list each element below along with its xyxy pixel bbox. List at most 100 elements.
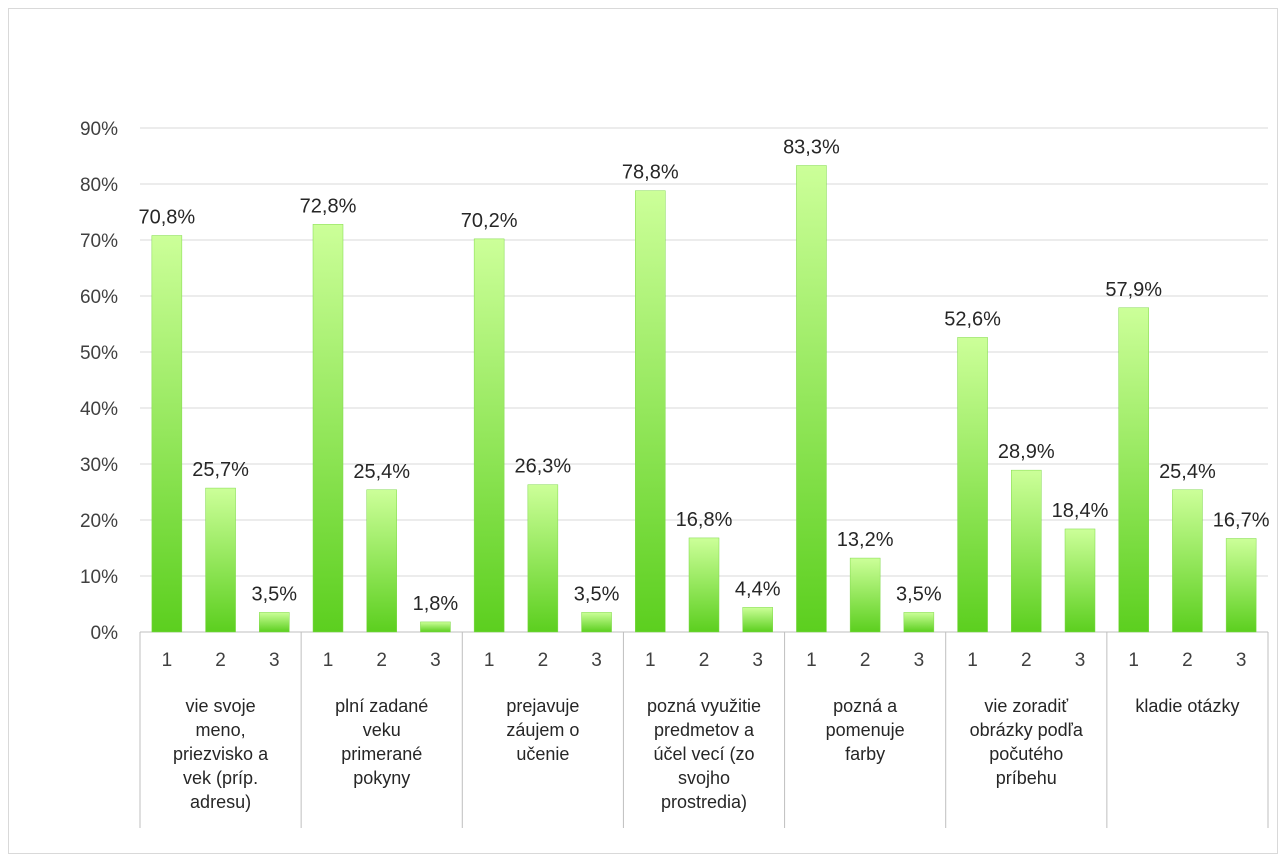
data-label: 28,9%	[998, 441, 1055, 463]
x-subcategory-label: 1	[806, 650, 817, 671]
data-label: 1,8%	[413, 593, 459, 615]
bar	[1064, 528, 1096, 633]
x-category-label-line: prejavuje	[506, 696, 579, 716]
x-category-label-line: vie zoradiť	[984, 696, 1068, 716]
x-subcategory-label: 3	[591, 650, 602, 671]
x-subcategory-label: 2	[699, 650, 710, 671]
x-category-label-line: učenie	[516, 744, 569, 764]
bar	[420, 621, 451, 633]
data-label: 3,5%	[574, 583, 620, 605]
x-category-label-line: pozná a	[833, 696, 898, 716]
bar	[1225, 538, 1257, 633]
data-label: 13,2%	[837, 529, 894, 551]
x-subcategory-label: 2	[215, 650, 226, 671]
data-label: 3,5%	[896, 583, 942, 605]
x-category-label-line: účel vecí (zo	[653, 744, 754, 764]
x-category-label: kladie otázky	[1135, 696, 1239, 716]
bar	[849, 557, 881, 633]
data-labels: 70,8% 25,7% 3,5% 72,8% 25,4% 1,8% 70,2% 26,3% 3,…	[138, 137, 1269, 615]
x-category-label-line: príbehu	[996, 768, 1057, 788]
x-subcategory-label: 1	[323, 650, 334, 671]
x-subcategory-label: 3	[269, 650, 280, 671]
x-category-label-line: svojho	[678, 768, 730, 788]
data-label: 78,8%	[622, 162, 679, 184]
bar	[581, 612, 612, 633]
data-label: 70,2%	[461, 210, 518, 232]
bar	[796, 165, 827, 633]
bar	[957, 337, 988, 633]
x-category-label-line: pozná využitie	[647, 696, 761, 716]
x-subcategory-label: 3	[430, 650, 441, 671]
bar	[312, 224, 344, 633]
x-subcategory-label: 2	[538, 650, 549, 671]
x-category-label-line: kladie otázky	[1135, 696, 1239, 716]
x-subcategory-label: 2	[376, 650, 387, 671]
bar	[1118, 307, 1149, 633]
x-category-label: vie svoje meno, priezvisko a vek (príp. adre…	[173, 696, 269, 812]
bar	[527, 484, 559, 633]
x-category-label: vie zoradiť obrázky podľa počutého príbehu	[970, 696, 1084, 788]
bars	[151, 165, 1257, 633]
data-label: 57,9%	[1105, 279, 1162, 301]
x-category-label-line: veku	[363, 720, 401, 740]
y-tick-label: 0%	[91, 623, 119, 644]
data-label: 25,4%	[1159, 461, 1216, 483]
data-label: 18,4%	[1052, 500, 1109, 522]
bar	[1011, 469, 1042, 633]
bar	[635, 190, 666, 633]
x-subcategory-label: 1	[967, 650, 978, 671]
y-tick-label: 90%	[80, 119, 118, 140]
x-subcategory-label: 1	[645, 650, 656, 671]
y-tick-label: 70%	[80, 231, 118, 252]
y-tick-label: 20%	[80, 511, 118, 532]
bar	[259, 612, 290, 633]
bar	[903, 612, 935, 633]
x-category-label-line: predmetov a	[654, 720, 755, 740]
data-label: 70,8%	[138, 207, 195, 229]
y-tick-label: 50%	[80, 343, 118, 364]
x-subcategory-label: 3	[752, 650, 763, 671]
x-category-label: plní zadané veku primerané pokyny	[335, 696, 428, 788]
x-category-label-line: farby	[845, 744, 885, 764]
x-category-label-line: vek (príp.	[183, 768, 258, 788]
x-category-label-line: adresu)	[190, 792, 251, 812]
x-subcategory-label: 2	[1021, 650, 1032, 671]
bar	[151, 235, 183, 633]
x-category-label: pozná a pomenuje farby	[826, 696, 905, 764]
data-label: 25,4%	[353, 461, 410, 483]
x-subcategory-label: 2	[1182, 650, 1193, 671]
data-label: 16,8%	[676, 509, 733, 531]
data-label: 72,8%	[300, 195, 357, 217]
x-category-label: prejavuje záujem o učenie	[506, 696, 579, 764]
x-subcategory-label: 3	[1236, 650, 1247, 671]
x-category-label-line: priezvisko a	[173, 744, 269, 764]
bar	[473, 238, 505, 633]
data-label: 3,5%	[251, 583, 297, 605]
bar	[1172, 489, 1203, 633]
x-category-label-line: plní zadané	[335, 696, 428, 716]
x-category-label-line: pomenuje	[826, 720, 905, 740]
x-category-label-line: počutého	[989, 744, 1063, 764]
x-category-label-line: prostredia)	[661, 792, 747, 812]
x-category-label-line: obrázky podľa	[970, 720, 1084, 740]
data-label: 16,7%	[1213, 509, 1270, 531]
x-subcategory-label: 1	[484, 650, 495, 671]
y-tick-label: 40%	[80, 399, 118, 420]
x-subcategory-label: 1	[162, 650, 173, 671]
bar	[366, 489, 397, 633]
x-category-label-line: pokyny	[353, 768, 410, 788]
x-subcategory-label: 3	[914, 650, 925, 671]
bar	[742, 607, 773, 633]
y-tick-label: 80%	[80, 175, 118, 196]
x-category-label-line: záujem o	[506, 720, 579, 740]
bar	[688, 537, 720, 633]
data-label: 83,3%	[783, 137, 840, 159]
x-category-label-line: vie svoje	[186, 696, 256, 716]
x-category-label-line: primerané	[341, 744, 422, 764]
x-subcategory-label: 2	[860, 650, 871, 671]
data-label: 26,3%	[514, 456, 571, 478]
data-label: 25,7%	[192, 459, 249, 481]
axes: 0% 10% 20% 30% 40% 50% 60% 70% 80% 90% 1 2 3 vie svoj…	[80, 119, 1269, 828]
bar	[205, 487, 236, 633]
